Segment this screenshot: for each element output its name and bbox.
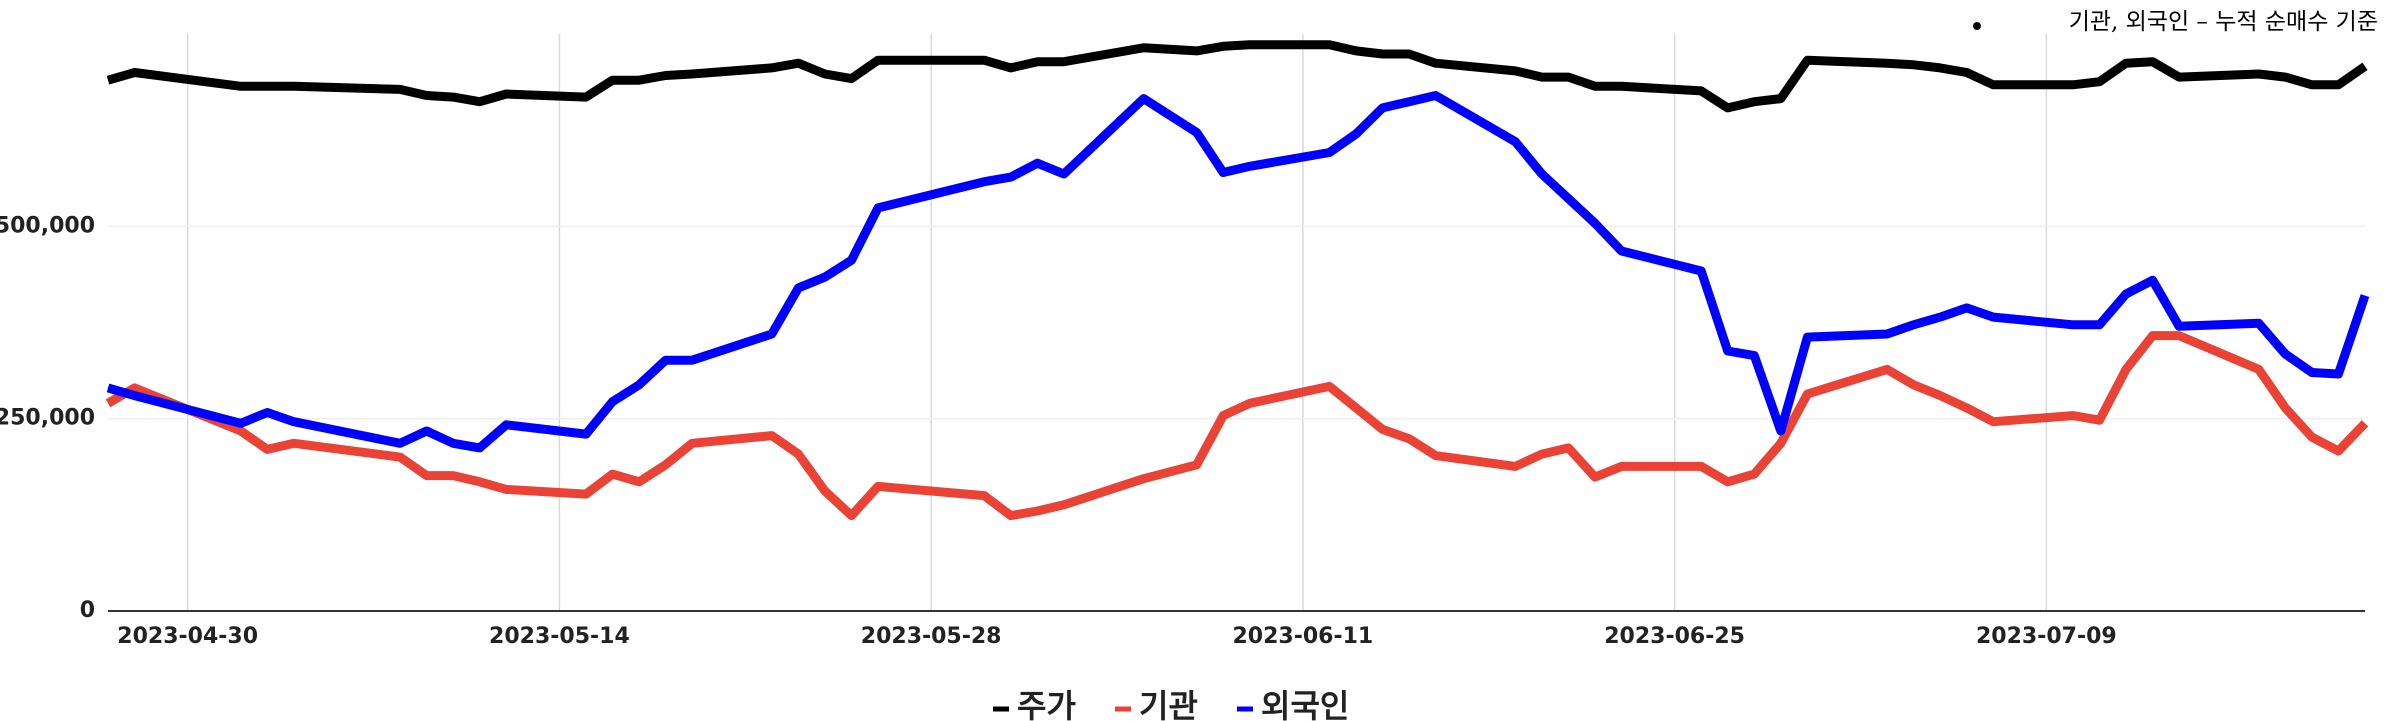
x-tick-label: 2023-06-25 (1604, 624, 1745, 649)
y-tick-label: 500,000 (0, 213, 95, 238)
x-tick-label: 2023-05-14 (489, 624, 630, 649)
legend-label: 외국인 (1261, 687, 1349, 721)
y-tick-label: 0 (80, 598, 95, 623)
x-tick-label: 2023-05-28 (861, 624, 1002, 649)
series-line (106, 40, 2368, 113)
series-line (106, 91, 2370, 453)
y-tick-label: 250,000 (0, 406, 95, 431)
x-tick-label: 2023-07-09 (1976, 624, 2117, 649)
legend-label: 주가 (1017, 687, 1076, 721)
x-tick-label: 2023-06-11 (1233, 624, 1374, 649)
series-line (105, 331, 2369, 521)
chart-note: 기관, 외국인 – 누적 순매수 기준 (2069, 9, 2378, 35)
note-bullet (1973, 22, 1981, 30)
x-tick-label: 2023-04-30 (117, 624, 258, 649)
legend-label: 기관 (1139, 687, 1198, 721)
